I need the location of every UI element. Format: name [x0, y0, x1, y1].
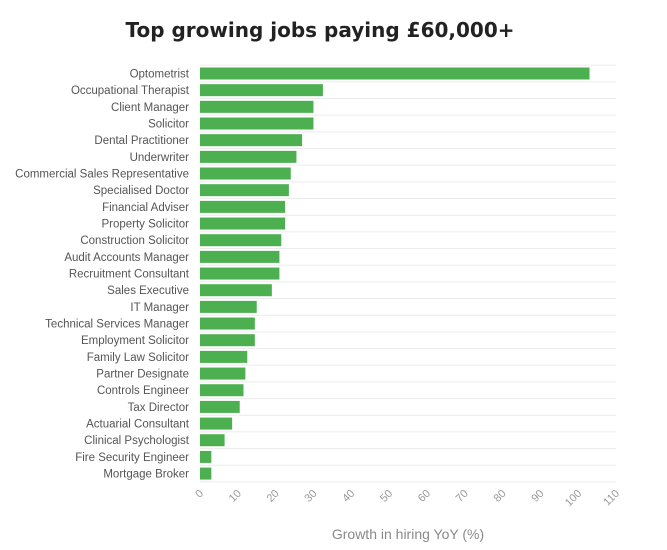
category-label: Family Law Solicitor [87, 352, 189, 364]
x-tick-label: 100 [563, 488, 584, 509]
bar [200, 284, 272, 297]
category-label: Solicitor [148, 119, 189, 131]
category-label: Clinical Psychologist [84, 435, 190, 447]
bar [200, 184, 289, 197]
bar [200, 300, 257, 313]
bar [200, 417, 233, 430]
bar [200, 67, 590, 80]
bar [200, 117, 314, 130]
category-label: Financial Adviser [102, 202, 189, 214]
x-tick-label: 40 [340, 488, 357, 505]
bar [200, 84, 323, 97]
x-tick-label: 20 [265, 488, 282, 505]
bar [200, 400, 240, 413]
bar [200, 167, 291, 180]
bar [200, 450, 212, 463]
category-label: Controls Engineer [97, 385, 189, 397]
category-label: Construction Solicitor [80, 235, 189, 247]
bar [200, 267, 280, 280]
bar [200, 200, 286, 213]
category-label: Client Manager [111, 102, 189, 114]
category-label: Partner Designate [96, 369, 189, 381]
bar [200, 467, 212, 480]
category-label: Actuarial Consultant [86, 419, 190, 431]
category-label: Employment Solicitor [81, 335, 189, 347]
category-label: Occupational Therapist [71, 85, 190, 97]
category-label: Sales Executive [107, 285, 189, 297]
category-label: Audit Accounts Manager [64, 252, 189, 264]
category-label: Technical Services Manager [45, 319, 189, 331]
category-label: Underwriter [130, 152, 190, 164]
bars [200, 67, 590, 480]
x-tick-label: 0 [193, 488, 206, 501]
category-label: Fire Security Engineer [75, 452, 189, 464]
bar [200, 250, 280, 263]
category-labels: Optometrist Occupational Therapist Client … [15, 69, 190, 481]
bar [200, 100, 314, 113]
bar [200, 317, 255, 330]
category-label: Optometrist [130, 69, 190, 81]
bar [200, 234, 282, 247]
x-axis-ticks: 0 10 20 30 40 50 60 70 80 90 100 110 [193, 488, 622, 509]
category-label: Dental Practitioner [94, 135, 189, 147]
x-tick-label: 110 [601, 488, 622, 509]
x-tick-label: 30 [302, 488, 319, 505]
bar [200, 384, 244, 397]
x-tick-label: 90 [529, 488, 546, 505]
x-tick-label: 50 [378, 488, 395, 505]
category-label: Tax Director [128, 402, 190, 414]
category-label: IT Manager [130, 302, 189, 314]
category-label: Specialised Doctor [93, 185, 189, 197]
x-axis-title: Growth in hiring YoY (%) [332, 526, 484, 542]
bar [200, 367, 246, 380]
x-tick-label: 70 [454, 488, 471, 505]
bar [200, 217, 286, 230]
category-label: Commercial Sales Representative [15, 169, 189, 181]
x-tick-label: 80 [492, 488, 509, 505]
gridlines [200, 64, 616, 483]
bar [200, 150, 297, 163]
bar [200, 334, 255, 347]
bar [200, 134, 303, 147]
x-tick-label: 60 [416, 488, 433, 505]
category-label: Mortgage Broker [103, 469, 189, 481]
category-label: Recruitment Consultant [69, 269, 190, 281]
bar [200, 350, 248, 363]
chart-title: Top growing jobs paying £60,000+ [125, 18, 515, 42]
bar [200, 434, 225, 447]
x-tick-label: 10 [227, 488, 244, 505]
category-label: Property Solicitor [101, 219, 189, 231]
